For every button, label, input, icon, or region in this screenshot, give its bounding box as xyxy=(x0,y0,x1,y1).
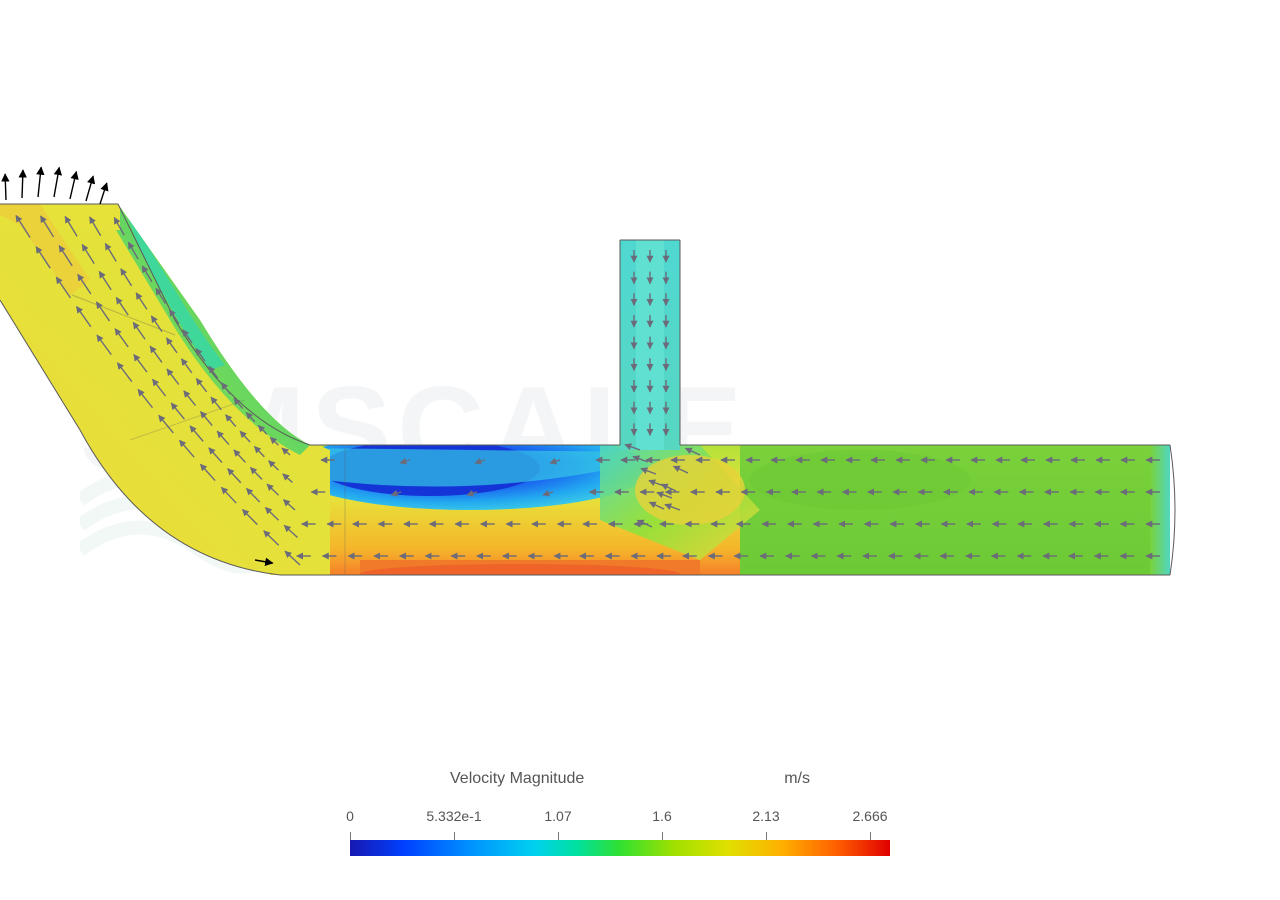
legend-tick-label: 2.13 xyxy=(752,808,779,824)
legend-tick-label: 1.6 xyxy=(652,808,671,824)
legend-tick-label: 0 xyxy=(346,808,354,824)
color-legend: Velocity Magnitude m/s 05.332e-11.071.62… xyxy=(350,770,890,860)
legend-tick-label: 5.332e-1 xyxy=(426,808,481,824)
legend-units: m/s xyxy=(784,770,810,788)
legend-tick-label: 1.07 xyxy=(544,808,571,824)
legend-tick-mark xyxy=(454,832,455,840)
velocity-contour-plot xyxy=(0,0,1280,700)
contour-fill xyxy=(0,200,1170,584)
legend-tick-mark xyxy=(558,832,559,840)
legend-bar xyxy=(350,832,890,860)
legend-tick-mark xyxy=(766,832,767,840)
legend-tick-mark xyxy=(350,832,351,840)
legend-title: Velocity Magnitude xyxy=(450,770,584,788)
legend-tick-mark xyxy=(662,832,663,840)
legend-gradient xyxy=(350,840,890,856)
legend-tick-labels: 05.332e-11.071.62.132.666 xyxy=(350,808,890,828)
legend-tick-mark xyxy=(870,832,871,840)
legend-tick-label: 2.666 xyxy=(852,808,887,824)
